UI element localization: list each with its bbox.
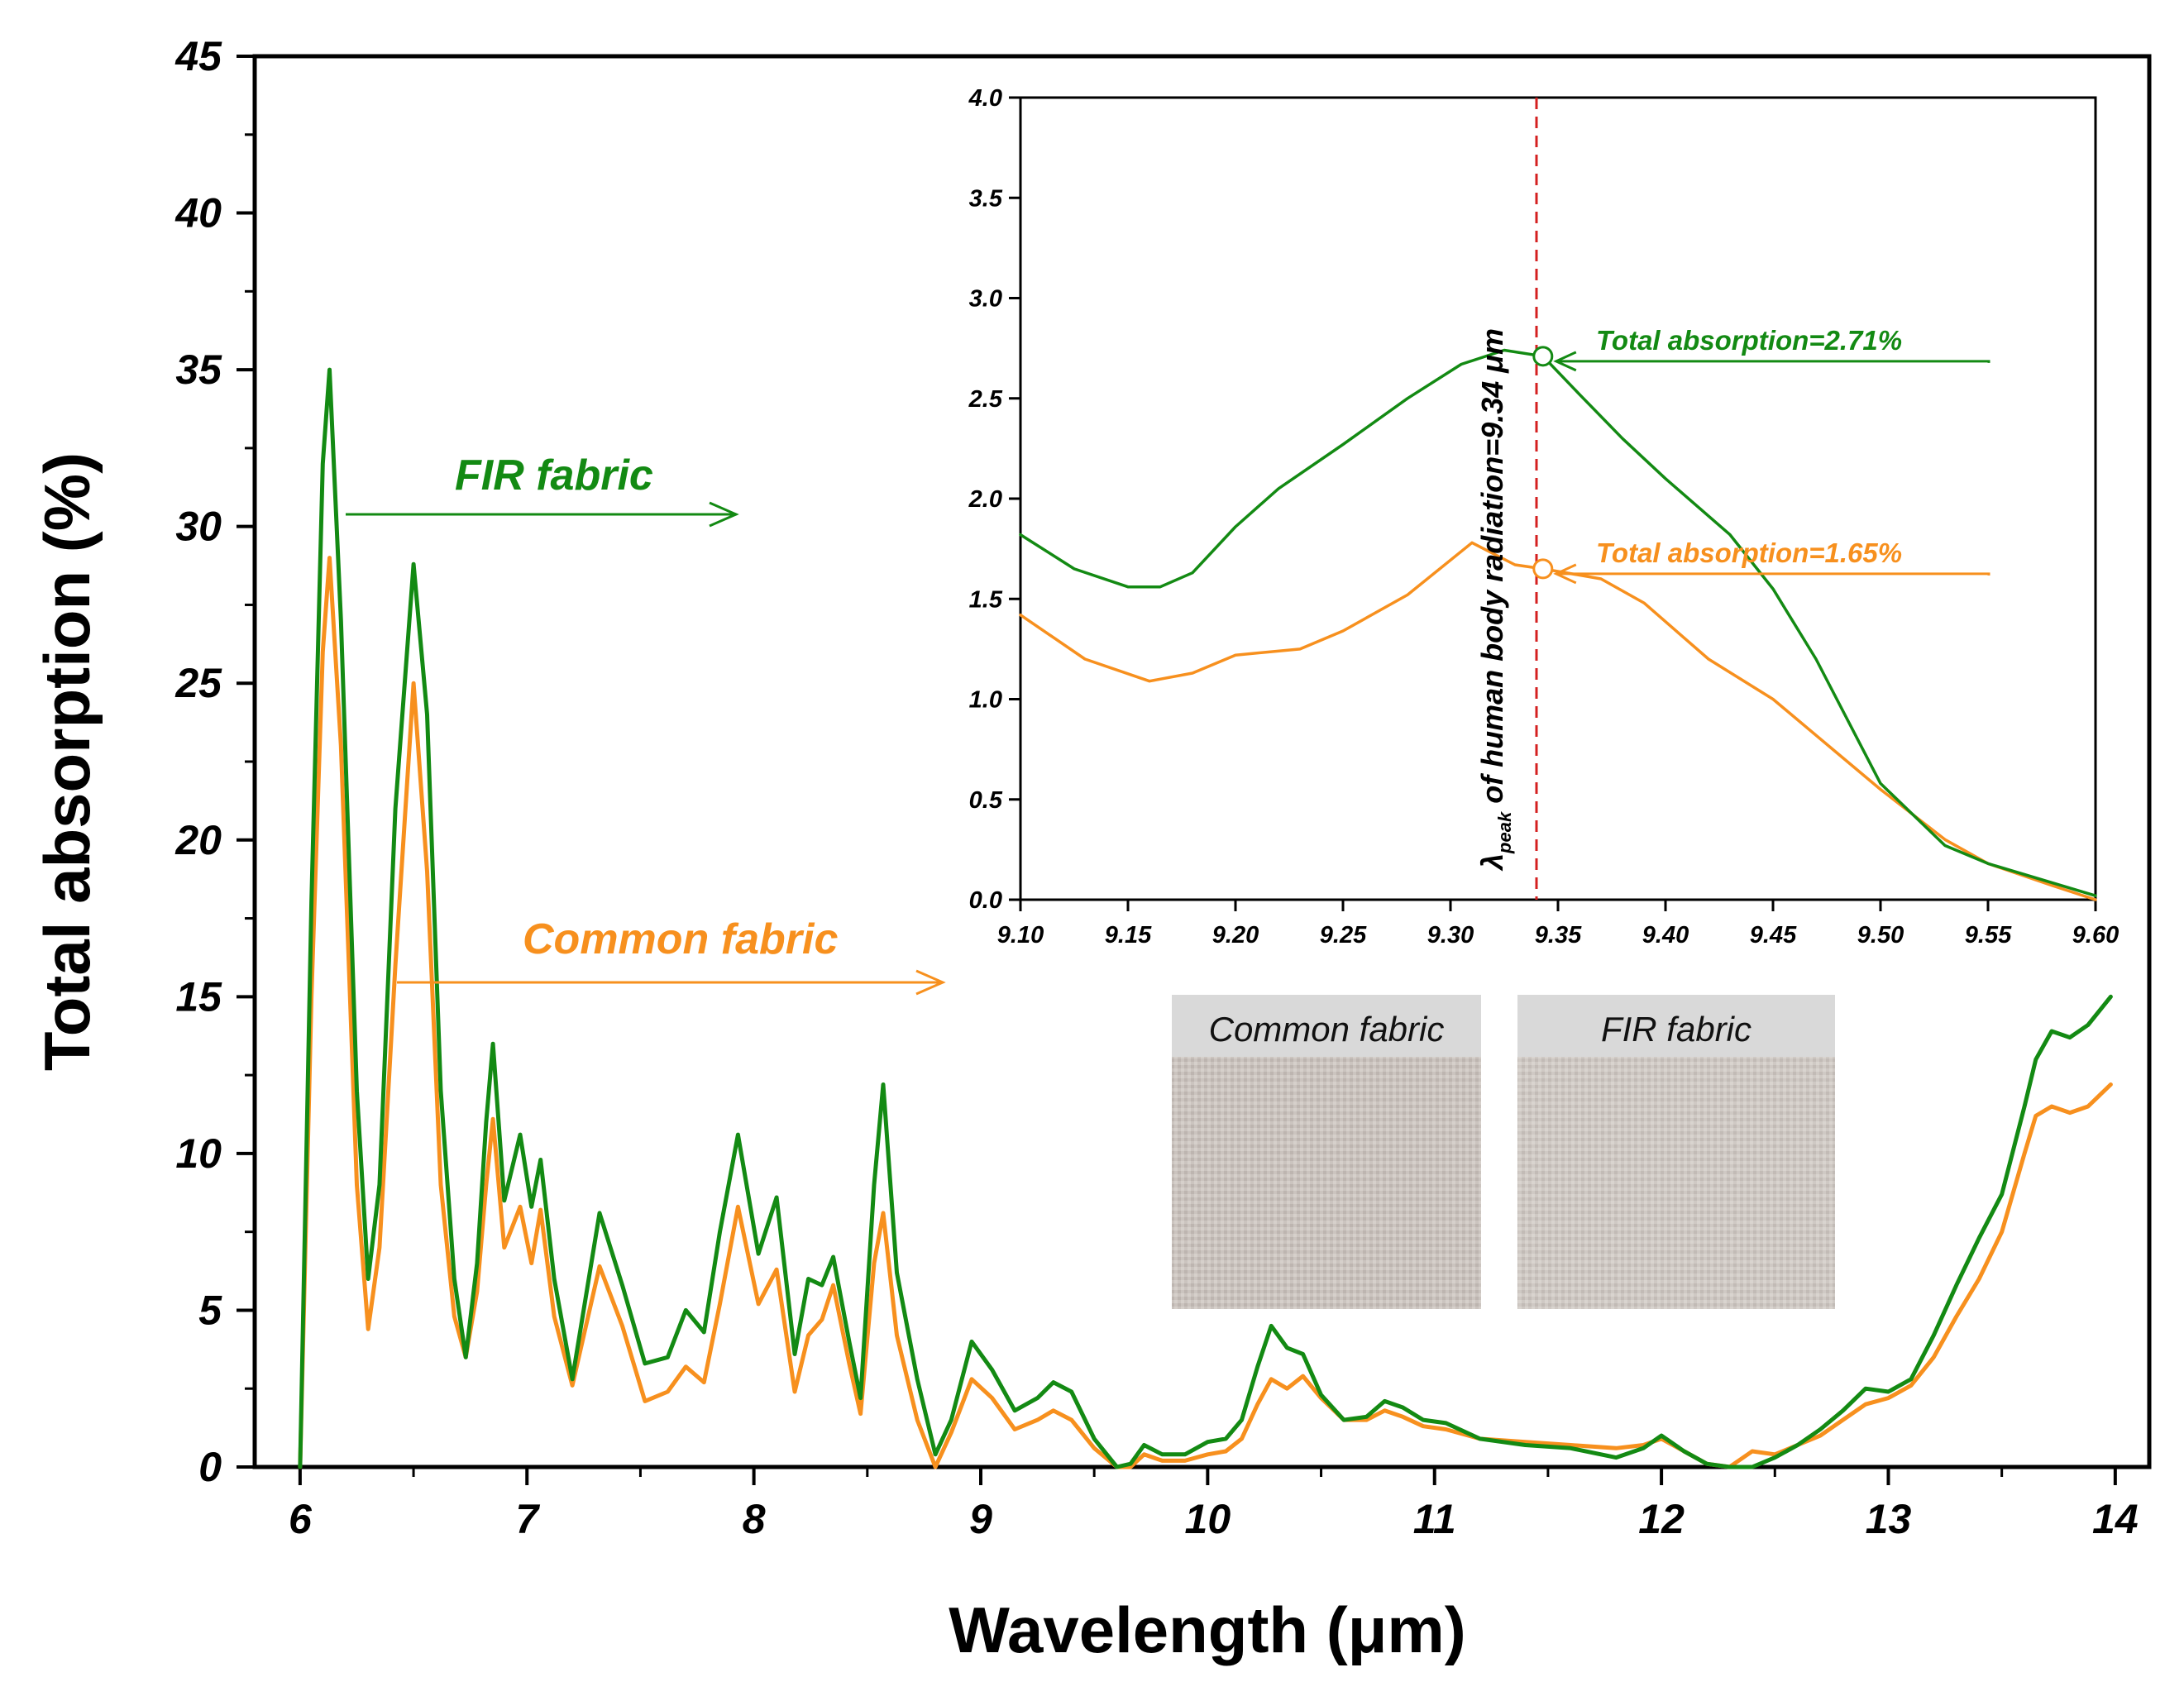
common-fabric-series-label: Common fabric	[523, 915, 838, 963]
inset-annotation-arrow-fir	[1553, 351, 1577, 372]
inset-axis-ticks	[1009, 96, 2097, 911]
inset-x-tick-label-4: 9.30	[1427, 922, 1474, 948]
inset-annotations: Total absorption=2.71% Total absorption=1…	[1532, 325, 1990, 585]
common-fabric-photo-texture	[1172, 1057, 1481, 1309]
y-axis-title: Total absorption (%)	[31, 452, 103, 1071]
main-y-tick-label-5: 25	[174, 660, 222, 706]
main-series-lines	[298, 367, 2113, 1469]
inset-x-tick-label-8: 9.50	[1857, 922, 1904, 948]
main-x-tick-label-2: 8	[743, 1496, 766, 1542]
inset-x-tick-label-5: 9.35	[1535, 922, 1582, 948]
inset-x-tick-label-10: 9.60	[2072, 922, 2119, 948]
common-fabric-photo: Common fabric	[1172, 995, 1481, 1309]
main-y-tick-label-8: 40	[174, 190, 222, 237]
main-x-tick-label-0: 6	[289, 1496, 313, 1542]
main-y-tick-label-9: 45	[174, 33, 222, 79]
peak-label-text: of human body radiation=9.34 μm	[1475, 328, 1509, 812]
fir-fabric-photo: FIR fabric	[1517, 995, 1835, 1309]
common-fabric-photo-label: Common fabric	[1209, 1010, 1445, 1049]
main-x-tick-label-7: 13	[1866, 1496, 1912, 1542]
main-y-tick-label-1: 5	[198, 1287, 222, 1333]
main-x-tick-label-5: 11	[1413, 1496, 1456, 1542]
main-x-tick-label-8: 14	[2092, 1496, 2139, 1542]
inset-y-tick-label-0: 0.0	[969, 887, 1002, 914]
main-axis-ticks	[237, 55, 2117, 1485]
inset-background	[1020, 98, 2096, 900]
inset-tick-labels: 9.10 9.15 9.20 9.25 9.30 9.35 9.40 9.45 9.50 9.55…	[968, 85, 2119, 948]
inset-x-tick-label-7: 9.45	[1750, 922, 1797, 948]
inset-y-tick-label-2: 1.0	[969, 687, 1002, 714]
main-series-fir	[298, 367, 2113, 1469]
fir-fabric-series-label: FIR fabric	[455, 452, 653, 499]
inset-x-tick-label-0: 9.10	[997, 922, 1044, 948]
main-y-tick-label-7: 35	[175, 346, 222, 393]
main-y-tick-label-4: 20	[174, 817, 222, 863]
main-y-tick-label-0: 0	[198, 1444, 222, 1490]
inset-annotation-arrow-common	[1553, 563, 1577, 585]
main-x-tick-label-6: 12	[1638, 1496, 1685, 1542]
main-x-tick-label-1: 7	[515, 1496, 540, 1542]
inset-y-tick-label-1: 0.5	[969, 787, 1003, 814]
inset-x-tick-label-6: 9.40	[1642, 922, 1689, 948]
main-x-tick-label-3: 9	[969, 1496, 992, 1542]
inset-y-tick-label-8: 4.0	[968, 85, 1002, 112]
inset-y-tick-label-6: 3.0	[969, 286, 1002, 313]
inset-x-tick-label-3: 9.25	[1320, 922, 1367, 948]
inset-annotation-line-fir	[1556, 360, 1990, 363]
inset-x-tick-label-9: 9.55	[1965, 922, 2012, 948]
inset-y-tick-label-5: 2.5	[968, 386, 1003, 413]
peak-subscript: peak	[1494, 810, 1515, 854]
inset-annotation-text-fir: Total absorption=2.71%	[1596, 325, 1902, 356]
inset-marker-fir	[1532, 346, 1554, 367]
inset-marker-common	[1532, 558, 1554, 580]
main-y-tick-label-2: 10	[175, 1130, 222, 1177]
fir-fabric-photo-texture	[1517, 1057, 1835, 1309]
fir-label-arrow-head	[709, 501, 739, 528]
peak-lambda-symbol: λ	[1475, 853, 1509, 872]
main-y-tick-label-3: 15	[175, 973, 222, 1020]
inset-annotation-text-common: Total absorption=1.65%	[1596, 538, 1902, 568]
inset-x-tick-label-2: 9.20	[1212, 922, 1259, 948]
inset-y-tick-label-3: 1.5	[969, 586, 1003, 613]
main-series-common	[298, 556, 2113, 1469]
peak-wavelength-label: λpeak of human body radiation=9.34 μm	[1475, 328, 1515, 872]
inset-series-fir	[1019, 348, 2097, 897]
inset-y-tick-label-4: 2.0	[968, 486, 1002, 513]
common-label-arrow-head	[915, 969, 946, 996]
inset-annotation-line-common	[1556, 572, 1990, 576]
x-axis-title: Wavelength (μm)	[949, 1593, 1466, 1666]
main-y-tick-label-6: 30	[175, 504, 222, 550]
main-tick-labels: 6 7 8 9 10 11 12 13 14 0 5 10 15 20 25 30 35 40 45	[174, 33, 2138, 1542]
common-fabric-photo-header	[1172, 995, 1481, 1057]
inset-y-tick-label-7: 3.5	[969, 185, 1003, 212]
inset-x-tick-label-1: 9.15	[1105, 922, 1152, 948]
fir-fabric-photo-label: FIR fabric	[1601, 1010, 1752, 1049]
main-x-tick-label-4: 10	[1185, 1496, 1231, 1542]
fir-fabric-photo-header	[1517, 995, 1835, 1057]
